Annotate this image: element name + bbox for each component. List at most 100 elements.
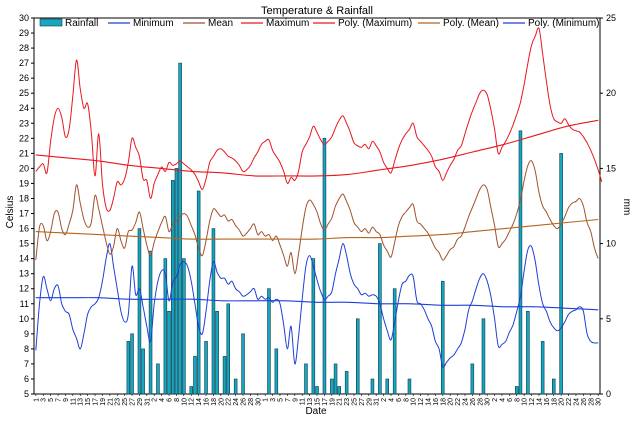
x-tick-label: 14 (426, 398, 433, 406)
y-tick-label: 7 (24, 359, 29, 369)
x-tick-label: 12 (189, 398, 196, 406)
legend-label: Poly. (Minimum) (528, 18, 599, 29)
x-tick-label: 2 (152, 398, 159, 402)
rainfall-bar (137, 228, 142, 395)
axes: 5678910111213141516171819202122232425262… (19, 13, 616, 406)
y-tick-label: 25 (19, 88, 29, 98)
x-tick-label: 13 (78, 398, 85, 406)
x-tick-label: 20 (559, 398, 566, 406)
rainfall-bar (174, 168, 179, 395)
x-tick-label: 29 (137, 398, 144, 406)
y-tick-label: 26 (19, 73, 29, 83)
rainfall-bar (407, 378, 412, 395)
y-tick-label: 19 (19, 178, 29, 188)
legend-rainfall: Rainfall (39, 18, 98, 29)
x-tick-label: 10 (411, 398, 418, 406)
x-tick-label: 7 (285, 398, 292, 402)
x-tick-label: 17 (93, 398, 100, 406)
x-tick-label: 18 (551, 398, 558, 406)
x-tick-label: 30 (485, 398, 492, 406)
rainfall-bar (378, 243, 382, 395)
rainfall-bar (344, 371, 349, 395)
poly-mean-line (35, 218, 599, 240)
rainfall-bar (385, 378, 389, 395)
x-tick-label: 31 (374, 398, 381, 406)
rainfall-bar (171, 180, 175, 395)
y-tick-label: 17 (19, 209, 29, 219)
y2-tick-label: 20 (606, 88, 616, 98)
x-tick-label: 20 (448, 398, 455, 406)
minimum-line (35, 243, 599, 368)
x-tick-label: 23 (115, 398, 122, 406)
rainfall-bar (337, 386, 341, 395)
rainfall-bar (330, 378, 334, 395)
x-tick-label: 31 (144, 398, 151, 406)
x-tick-label: 9 (63, 398, 70, 402)
x-tick-label: 2 (381, 398, 388, 402)
rainfall-bar (167, 310, 171, 395)
legend-label: Poly. (Mean) (443, 18, 499, 29)
mean-line (35, 160, 599, 275)
legend-mean: Mean (183, 18, 233, 29)
rainfall-bar (163, 258, 168, 395)
x-tick-label: 30 (255, 398, 262, 406)
x-tick-label: 21 (337, 398, 344, 406)
rainfall-bar (193, 356, 197, 395)
x-tick-label: 8 (174, 398, 181, 402)
legend-swatch (39, 18, 63, 27)
rainfall-bar (222, 356, 227, 395)
rainfall-bar (226, 303, 231, 395)
x-tick-label: 4 (159, 398, 166, 402)
rainfall-bar (196, 190, 201, 395)
x-tick-label: 16 (433, 398, 440, 406)
y2-axis-label: mm (621, 199, 632, 216)
y-tick-label: 24 (19, 103, 29, 113)
y-tick-label: 6 (24, 374, 29, 384)
x-tick-label: 5 (278, 398, 285, 402)
rainfall-bar (215, 310, 219, 395)
rainfall-bar (551, 378, 556, 395)
rainfall-bar (274, 348, 279, 395)
x-tick-label: 5 (48, 398, 55, 402)
rainfall-bar (267, 288, 271, 395)
y-tick-label: 13 (19, 269, 29, 279)
x-tick-label: 6 (167, 398, 174, 402)
x-tick-label: 27 (359, 398, 366, 406)
x-tick-label: 28 (477, 398, 484, 406)
x-tick-label: 27 (130, 398, 137, 406)
rainfall-bar (189, 386, 194, 395)
legend-label: Maximum (266, 18, 309, 29)
rainfall-bar (470, 363, 475, 395)
x-tick-label: 4 (500, 398, 507, 402)
rainfall-bar (518, 130, 523, 395)
rainfall-bar (311, 258, 316, 395)
x-tick-label: 23 (344, 398, 351, 406)
y2-tick-label: 10 (606, 239, 616, 249)
y-tick-label: 21 (19, 148, 29, 158)
poly-maximum-line (35, 119, 599, 177)
x-tick-label: 18 (440, 398, 447, 406)
rainfall-bar (241, 333, 245, 395)
x-tick-label: 8 (514, 398, 521, 402)
rainfall-bar (514, 386, 519, 395)
y-tick-label: 22 (19, 133, 29, 143)
y-tick-label: 28 (19, 43, 29, 53)
y-tick-label: 10 (19, 314, 29, 324)
x-tick-label: 25 (122, 398, 129, 406)
x-tick-label: 6 (396, 398, 403, 402)
x-tick-label: 18 (211, 398, 218, 406)
x-tick-label: 22 (455, 398, 462, 406)
plot-area (33, 17, 601, 395)
rainfall-bar (182, 258, 186, 395)
x-tick-label: 29 (366, 398, 373, 406)
chart-title: Temperature & Rainfall (261, 5, 373, 17)
x-tick-label: 19 (100, 398, 107, 406)
x-tick-label: 14 (537, 398, 544, 406)
x-tick-label: 19 (329, 398, 336, 406)
x-tick-label: 11 (300, 398, 307, 405)
rainfall-bar (322, 138, 327, 395)
legend-label: Rainfall (65, 18, 98, 29)
y-tick-label: 11 (20, 299, 29, 309)
x-tick-label: 10 (522, 398, 529, 406)
